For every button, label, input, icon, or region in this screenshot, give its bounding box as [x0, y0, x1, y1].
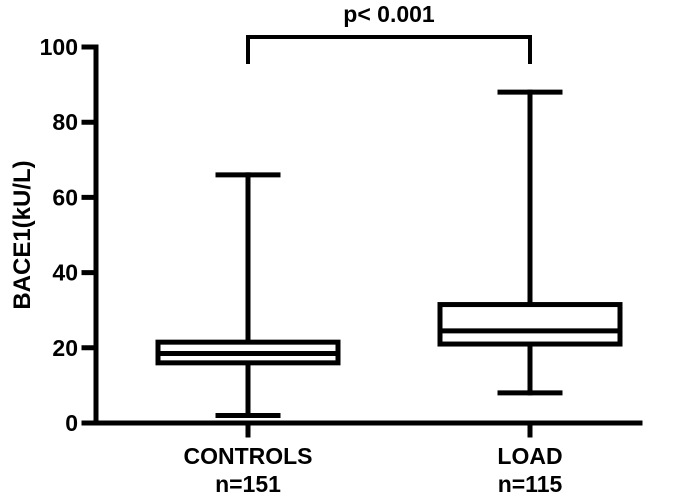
boxes: [155, 89, 623, 418]
y-tick-label: 80: [52, 109, 78, 135]
sample-size-label: n=115: [498, 471, 563, 497]
y-tick-label: 0: [65, 410, 78, 436]
significance-bracket: [246, 35, 532, 64]
box-load: [437, 89, 623, 396]
iqr-box: [437, 302, 623, 347]
y-tick-label: 100: [40, 34, 78, 60]
y-tick-label: 20: [52, 335, 78, 361]
y-tick-label: 40: [52, 260, 78, 286]
sample-size-label: n=151: [215, 471, 281, 497]
x-category-label: CONTROLS: [183, 443, 312, 469]
box-controls: [155, 172, 341, 418]
p-value-annotation: p< 0.001: [343, 1, 435, 27]
y-axis-title: BACE1(kU/L): [9, 160, 36, 309]
x-category-label: LOAD: [497, 443, 562, 469]
y-tick-label: 60: [52, 184, 78, 210]
axes: 0 20 40 60 80 100: [40, 34, 643, 438]
